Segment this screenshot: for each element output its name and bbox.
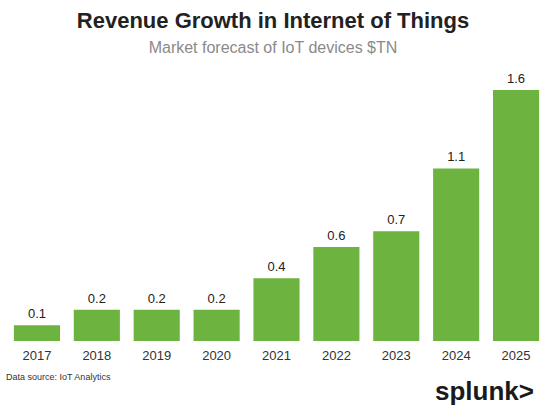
svg-text:0.2: 0.2 — [208, 291, 226, 306]
svg-text:splunk>: splunk> — [435, 376, 534, 406]
svg-text:0.2: 0.2 — [88, 291, 106, 306]
svg-text:0.2: 0.2 — [148, 291, 166, 306]
svg-text:2019: 2019 — [142, 348, 171, 363]
svg-text:2018: 2018 — [82, 348, 111, 363]
svg-text:1.6: 1.6 — [507, 71, 525, 86]
svg-text:2020: 2020 — [202, 348, 231, 363]
svg-text:Data source: IoT Analytics: Data source: IoT Analytics — [6, 372, 111, 382]
svg-text:0.7: 0.7 — [387, 212, 405, 227]
svg-text:2021: 2021 — [262, 348, 291, 363]
svg-text:2024: 2024 — [442, 348, 471, 363]
svg-text:2022: 2022 — [322, 348, 351, 363]
svg-text:2023: 2023 — [382, 348, 411, 363]
svg-text:0.1: 0.1 — [28, 306, 46, 321]
svg-text:Market forecast of IoT devices: Market forecast of IoT devices $TN — [149, 39, 398, 56]
svg-text:2025: 2025 — [502, 348, 531, 363]
svg-text:0.6: 0.6 — [327, 228, 345, 243]
svg-text:0.4: 0.4 — [267, 259, 285, 274]
svg-text:1.1: 1.1 — [447, 149, 465, 164]
svg-text:Revenue Growth in Internet of: Revenue Growth in Internet of Things — [77, 8, 469, 33]
svg-text:2017: 2017 — [22, 348, 51, 363]
